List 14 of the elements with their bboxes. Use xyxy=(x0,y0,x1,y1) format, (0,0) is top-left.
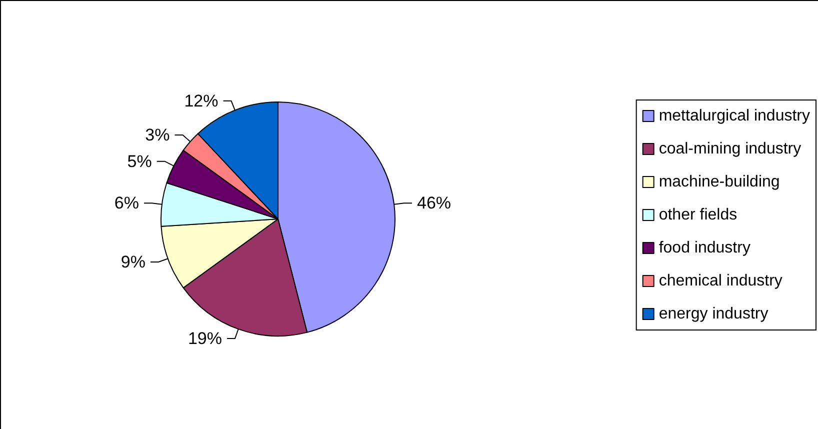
legend-label: coal-mining industry xyxy=(658,140,802,158)
data-label: 12% xyxy=(184,91,218,110)
legend-label: food industry xyxy=(658,240,750,256)
legend-label: energy industry xyxy=(658,306,768,322)
data-label: 46% xyxy=(417,194,452,213)
data-label: 3% xyxy=(145,126,170,145)
legend-label: other fields xyxy=(658,206,738,224)
data-label: 5% xyxy=(127,152,152,171)
legend-label: mettalurgical industry xyxy=(658,108,810,124)
legend-label: machine-building xyxy=(658,174,780,190)
data-label: 9% xyxy=(120,252,146,272)
data-label: 19% xyxy=(188,328,222,348)
legend-label: chemical industry xyxy=(658,272,782,290)
data-label: 6% xyxy=(114,194,139,213)
